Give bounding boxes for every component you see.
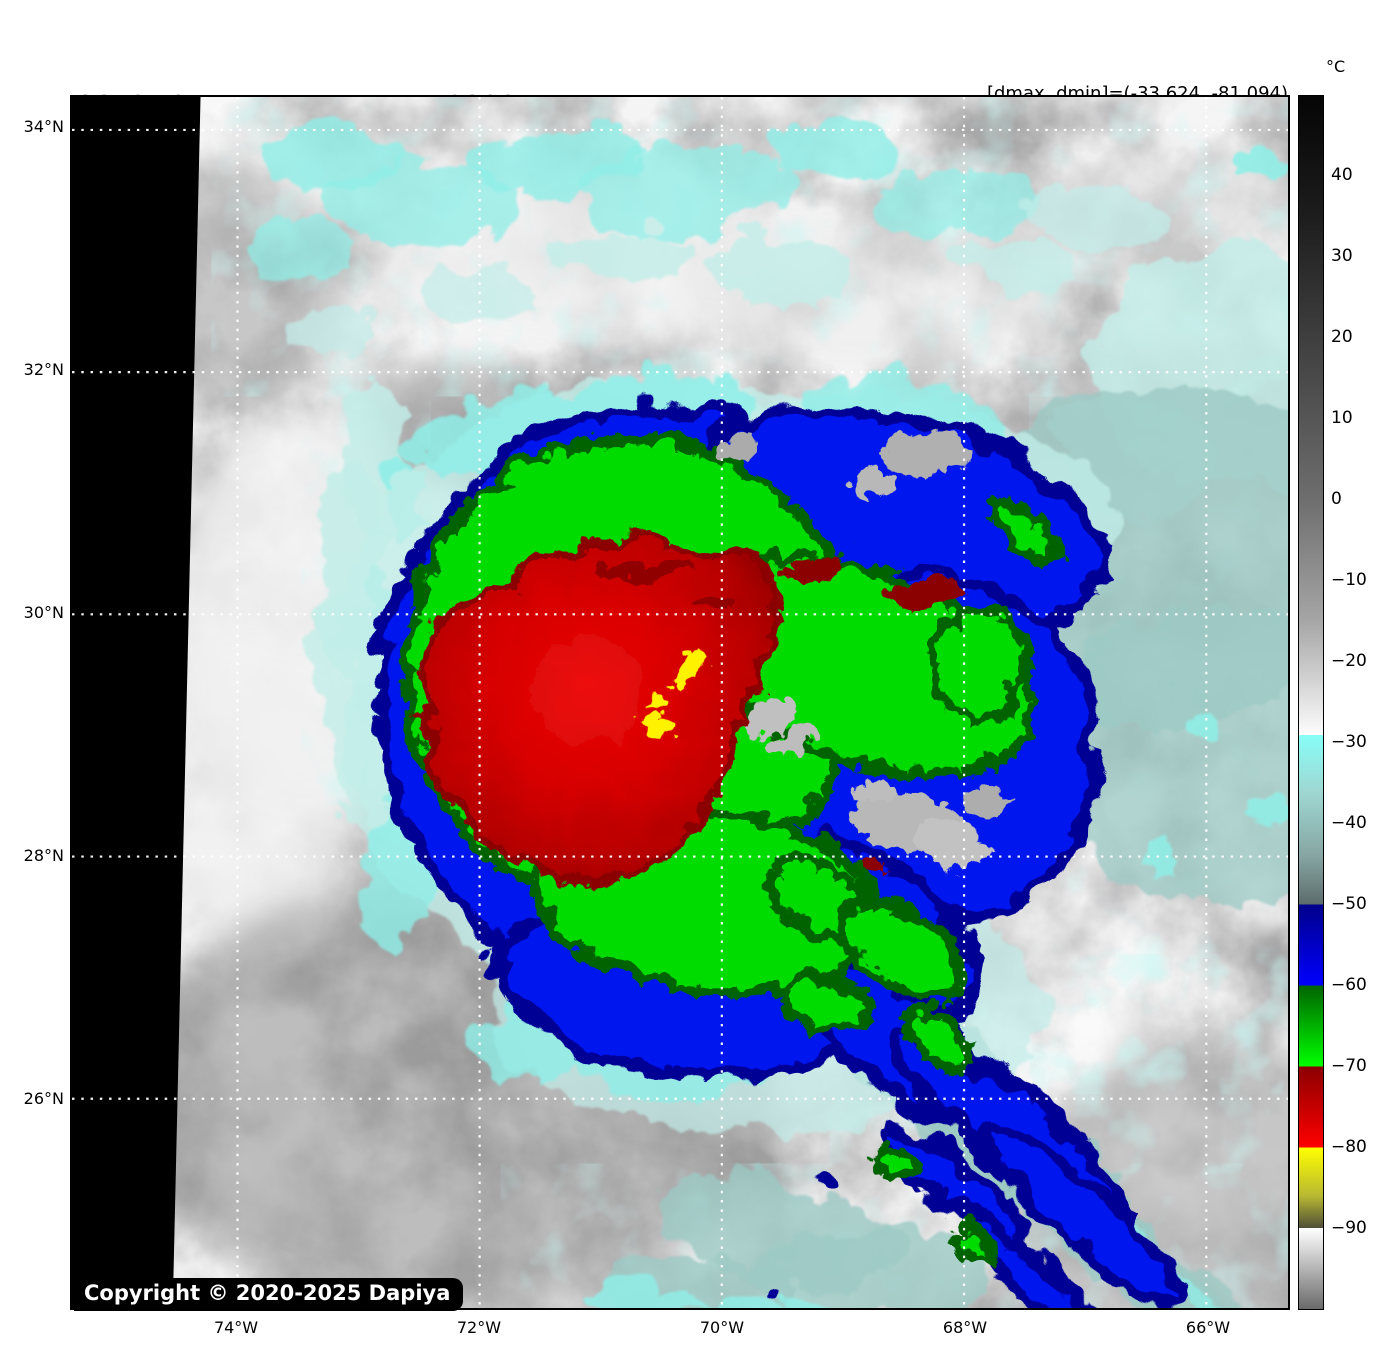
lat-tick-label: 28°N	[23, 846, 64, 866]
colorbar-tick-label: −70	[1331, 1056, 1367, 1076]
colorbar-tick-label: 0	[1331, 489, 1342, 509]
colorbar-unit-label: °C	[1326, 57, 1346, 76]
storm-red-core	[415, 530, 954, 880]
no-data-region	[72, 97, 201, 1308]
overshooting-tops-yellow	[639, 641, 700, 729]
lon-tick-label: 74°W	[213, 1318, 259, 1337]
lon-tick-label: 70°W	[699, 1318, 745, 1337]
colorbar-tick-label: −80	[1331, 1137, 1367, 1157]
colorbar-tick-label: −60	[1331, 975, 1367, 995]
colorbar-tick-label: 20	[1331, 327, 1353, 347]
colorbar-tick-label: 10	[1331, 408, 1353, 428]
lat-tick-label: 32°N	[23, 360, 64, 380]
colorbar-tick-label: −50	[1331, 894, 1367, 914]
colorbar-tick-label: −10	[1331, 570, 1367, 590]
colorbar-tick-label: −90	[1331, 1218, 1367, 1238]
colorbar-tick-label: −30	[1331, 732, 1367, 752]
colorbar-tick-label: 30	[1331, 246, 1353, 266]
lon-tick-label: 72°W	[456, 1318, 502, 1337]
colorbar-tick-label: 40	[1331, 165, 1353, 185]
colorbar-tick-label: −40	[1331, 813, 1367, 833]
dry-slot-gray-patches	[709, 424, 1007, 867]
copyright-badge: Copyright © 2020-2025 Dapiya	[74, 1278, 464, 1311]
lat-tick-label: 34°N	[23, 117, 64, 137]
satellite-map	[70, 95, 1290, 1310]
satellite-imagery	[72, 97, 1288, 1308]
lon-tick-label: 66°W	[1185, 1318, 1231, 1337]
colorbar-tick-label: −20	[1331, 651, 1367, 671]
temperature-colorbar	[1298, 95, 1324, 1310]
lat-tick-label: 30°N	[23, 603, 64, 623]
lat-tick-label: 26°N	[23, 1089, 64, 1109]
lon-tick-label: 68°W	[942, 1318, 988, 1337]
